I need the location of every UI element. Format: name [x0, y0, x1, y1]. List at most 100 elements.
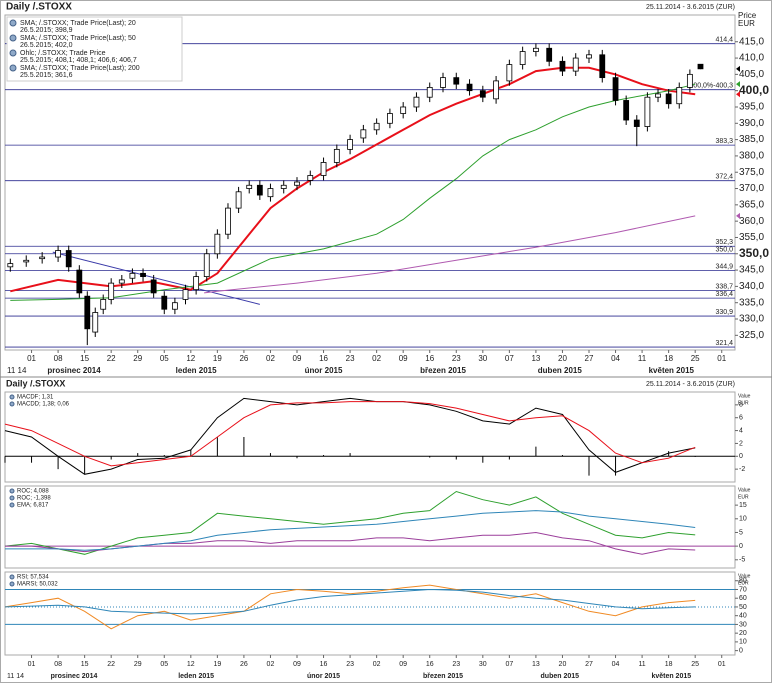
x-tick-label: 16 — [320, 661, 328, 668]
month-label: leden 2015 — [176, 366, 217, 375]
x-tick-label: 09 — [399, 354, 408, 363]
x-tick-label: 23 — [346, 354, 355, 363]
x-tick-label: 13 — [531, 354, 540, 363]
level-label: 383,3 — [715, 138, 733, 145]
level-label: 330,9 — [715, 309, 733, 316]
month-label: květen 2015 — [649, 366, 695, 375]
candle-body — [161, 295, 168, 310]
date-range: 25.11.2014 - 3.6.2015 (ZUR) — [646, 4, 735, 11]
x-tick-label: 04 — [612, 661, 620, 668]
legend-label: ROC; -1,398 — [17, 496, 51, 502]
x-tick-label: 15 — [80, 354, 89, 363]
date-range: 25.11.2014 - 3.6.2015 (ZUR) — [646, 381, 735, 388]
candle-body — [150, 279, 157, 294]
legend-label: MARSI; 50,032 — [17, 582, 58, 588]
level-label: 336,4 — [715, 291, 733, 298]
x-tick-label: 12 — [186, 354, 195, 363]
candle-body — [453, 77, 460, 85]
y-tick-label: 6 — [739, 415, 743, 422]
x-tick-label: 25 — [691, 354, 700, 363]
axis-unit-title: Price — [738, 11, 757, 20]
legend-detail: 25.5.2015; 408,1; 408,1; 406,6; 406,7 — [20, 57, 137, 64]
month-label: prosinec 2014 — [51, 673, 98, 680]
candle-body — [39, 256, 46, 260]
candle-body — [320, 162, 327, 176]
month-label: březen 2015 — [423, 673, 463, 680]
candle-body — [171, 302, 178, 310]
candle-body — [466, 83, 473, 92]
y-tick-label: 360,0 — [739, 216, 764, 227]
month-label: únor 2015 — [307, 673, 340, 680]
candle-body — [599, 54, 606, 79]
x-tick-label: 18 — [665, 661, 673, 668]
month-label: prosinec 2014 — [47, 366, 101, 375]
x-tick-label: 05 — [160, 354, 169, 363]
axis-unit-title: Value — [738, 393, 751, 399]
level-label: 352,3 — [715, 239, 733, 246]
price-marker — [736, 65, 740, 72]
chart-title: Daily /.STOXX — [6, 2, 72, 13]
panel-frame — [4, 14, 736, 351]
candle-body — [387, 113, 393, 124]
legend-box — [6, 16, 183, 82]
month-label: březen 2015 — [420, 366, 466, 375]
y-tick-label: 0 — [739, 543, 743, 550]
x-tick-label: 04 — [611, 354, 620, 363]
y-tick-label: 375,0 — [739, 167, 764, 178]
x-tick-label: 02 — [267, 661, 275, 668]
legend-icon — [9, 574, 15, 580]
x-tick-label: 30 — [478, 354, 487, 363]
y-tick-label: 0 — [739, 647, 743, 654]
x-tick-label: 22 — [107, 661, 115, 668]
legend-icon — [9, 488, 15, 494]
x-tick-label: 27 — [585, 661, 593, 668]
x-tick-label: 07 — [505, 354, 514, 363]
y-tick-label: 8 — [739, 402, 743, 409]
x-tick-label: 16 — [319, 354, 328, 363]
x-tick-label: 23 — [346, 661, 354, 668]
y-tick-label: -2 — [739, 466, 745, 473]
candle-body — [140, 272, 146, 278]
candle-body — [586, 54, 592, 59]
x-tick-label: 08 — [54, 661, 62, 668]
y-tick-label: 20 — [739, 630, 747, 637]
candle-body — [633, 119, 640, 127]
y-tick-label: 50 — [739, 604, 747, 611]
y-tick-label: 60 — [739, 595, 747, 602]
y-tick-label: 15 — [739, 502, 747, 509]
x-tick-label: 01 — [718, 661, 726, 668]
level-label: 100,0%-400,3 — [689, 83, 733, 90]
candle-body — [644, 96, 651, 127]
candle-body — [214, 233, 221, 255]
x-tick-label: 29 — [134, 661, 142, 668]
legend-icon — [9, 495, 15, 501]
x-tick-label: 16 — [425, 354, 434, 363]
y-tick-label: 335,0 — [739, 297, 764, 308]
candle-body — [256, 184, 263, 196]
x-tick-label: 09 — [293, 354, 302, 363]
candle-body — [225, 207, 231, 235]
candle-body — [519, 51, 526, 65]
legend-icon — [9, 49, 17, 57]
x-tick-label: 05 — [160, 661, 168, 668]
y-tick-label: 415,0 — [739, 36, 764, 47]
price-marker — [736, 91, 740, 98]
y-tick-label: 370,0 — [739, 183, 764, 194]
series-line — [4, 397, 696, 475]
axis-unit: EUR — [738, 580, 749, 586]
candle-body — [479, 90, 486, 98]
x-prefix: 11 14 — [7, 673, 24, 680]
legend-label: MACDD; 1,38; 0,06 — [17, 402, 70, 408]
x-tick-label: 20 — [558, 354, 567, 363]
price-marker — [736, 81, 740, 88]
candle-body — [506, 64, 513, 82]
candle-body — [360, 129, 367, 139]
y-tick-label: 5 — [739, 529, 743, 536]
candle-body — [294, 181, 300, 186]
candle-body — [533, 47, 539, 52]
x-tick-label: 13 — [532, 661, 540, 668]
x-tick-label: 26 — [239, 354, 248, 363]
y-tick-label: 390,0 — [739, 118, 764, 129]
x-tick-label: 02 — [266, 354, 275, 363]
candle-body — [572, 57, 579, 72]
